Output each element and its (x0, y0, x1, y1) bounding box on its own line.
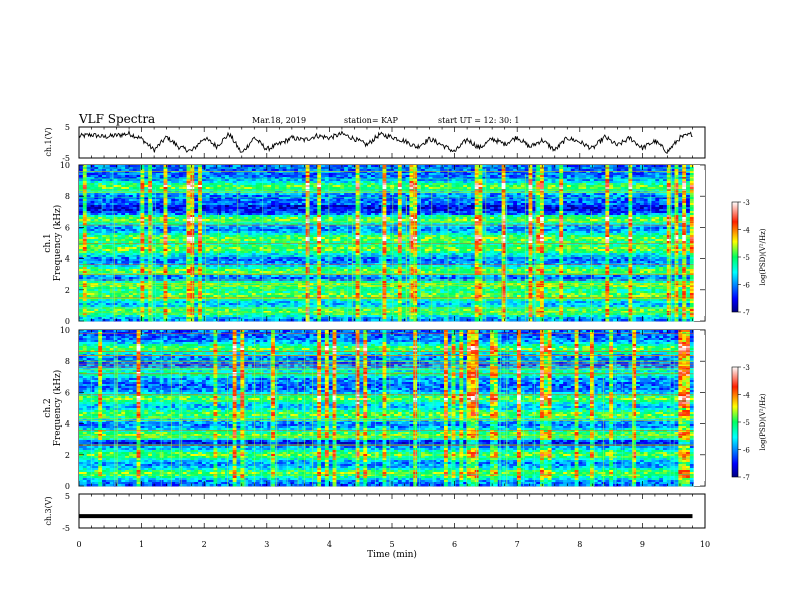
ch2-colorbar: -3 -4 -5 -6 -7 log(PSD)(V²/Hz) (732, 364, 767, 482)
x-tick-label: 9 (640, 540, 645, 549)
colorbar-tick-label: -4 (743, 392, 750, 400)
x-tick-label: 3 (264, 540, 269, 549)
figure-title: VLF Spectra (78, 112, 155, 126)
colorbar-tick-label: -6 (743, 282, 750, 290)
frequency-tick-label: 0 (65, 482, 70, 491)
ch1-channel-label: ch.1 (43, 233, 53, 252)
colorbar-tick-label: -3 (743, 199, 750, 207)
frequency-tick-label: 2 (65, 286, 70, 295)
frequency-tick-label: 8 (65, 192, 70, 201)
x-tick-label: 7 (515, 540, 520, 549)
ch2-channel-label: ch.2 (43, 398, 53, 417)
x-tick-label: 2 (202, 540, 207, 549)
time-axis-label: Time (min) (367, 549, 417, 560)
frequency-tick-label: 8 (65, 357, 70, 366)
ch2-spectrogram-image (79, 330, 705, 486)
frequency-tick-label: 10 (60, 326, 70, 335)
ch1-frequency-axis-label: Frequency (kHz) (52, 205, 63, 282)
x-tick-label: 0 (76, 540, 81, 549)
x-tick-label: 4 (327, 540, 332, 549)
frequency-tick-label: 4 (65, 420, 70, 429)
colorbar-tick-label: -4 (743, 227, 750, 235)
frequency-tick-label: 10 (60, 161, 70, 170)
x-tick-label: 8 (577, 540, 582, 549)
frequency-tick-label: 0 (65, 317, 70, 326)
ch3-ylabel: ch.3(V) (44, 496, 53, 525)
vlf-spectra-figure: VLF Spectra Mar.18, 2019 station= KAP st… (0, 0, 792, 612)
frequency-tick-label: 2 (65, 451, 70, 460)
x-tick-label: 1 (139, 540, 144, 549)
frequency-tick-label: 4 (65, 255, 70, 264)
ch3-ytick-bottom: -5 (62, 524, 70, 533)
colorbar-tick-label: -5 (743, 419, 750, 427)
frequency-tick-label: 6 (65, 223, 70, 232)
ch2-frequency-axis-label: Frequency (kHz) (52, 370, 63, 447)
ch1-colorbar: -3 -4 -5 -6 -7 log(PSD)(V²/Hz) (732, 199, 767, 317)
x-tick-label: 5 (389, 540, 394, 549)
x-tick-label: 10 (700, 540, 710, 549)
ch1-ytick-top: 5 (65, 123, 70, 132)
time-axis-tick-labels: 0 1 2 3 4 5 6 7 8 9 10 (76, 540, 710, 549)
ch1-waveform-panel: 5 -5 ch.1(V) (44, 123, 705, 163)
ch2-colorbar-label: log(PSD)(V²/Hz) (759, 393, 767, 450)
date-label: Mar.18, 2019 (252, 116, 306, 125)
colorbar-tick-label: -5 (743, 254, 750, 262)
frequency-tick-label: 6 (65, 388, 70, 397)
colorbar-tick-label: -3 (743, 364, 750, 372)
colorbar-tick-label: -6 (743, 447, 750, 455)
ch1-ylabel: ch.1(V) (44, 127, 53, 156)
colorbar-tick-label: -7 (743, 309, 750, 317)
start-time-label: start UT = 12: 30: 1 (438, 116, 519, 125)
ch3-ytick-top: 5 (65, 492, 70, 501)
ch3-waveform-panel: 5 -5 ch.3(V) 0 1 2 3 4 5 6 7 8 9 10 Time (min) (44, 492, 710, 560)
ch2-colorbar-ticks: -3 -4 -5 -6 -7 (738, 364, 750, 482)
colorbar-tick-label: -7 (743, 474, 750, 482)
x-tick-label: 6 (452, 540, 457, 549)
ch2-spectrogram-panel: 0 2 4 6 8 10 ch.2 Frequency (kHz) -3 -4 -5 -6 -7 … (43, 326, 767, 491)
ch3-plot-frame (79, 494, 705, 528)
ch1-spectrogram-image (79, 165, 705, 321)
ch1-colorbar-label: log(PSD)(V²/Hz) (759, 228, 767, 285)
ch1-colorbar-ticks: -3 -4 -5 -6 -7 (738, 199, 750, 317)
ch1-spectrogram-panel: 0 2 4 6 8 10 ch.1 Frequency (kHz) -3 -4 -5 -6 -7 … (43, 161, 767, 326)
station-label: station= KAP (344, 116, 399, 125)
